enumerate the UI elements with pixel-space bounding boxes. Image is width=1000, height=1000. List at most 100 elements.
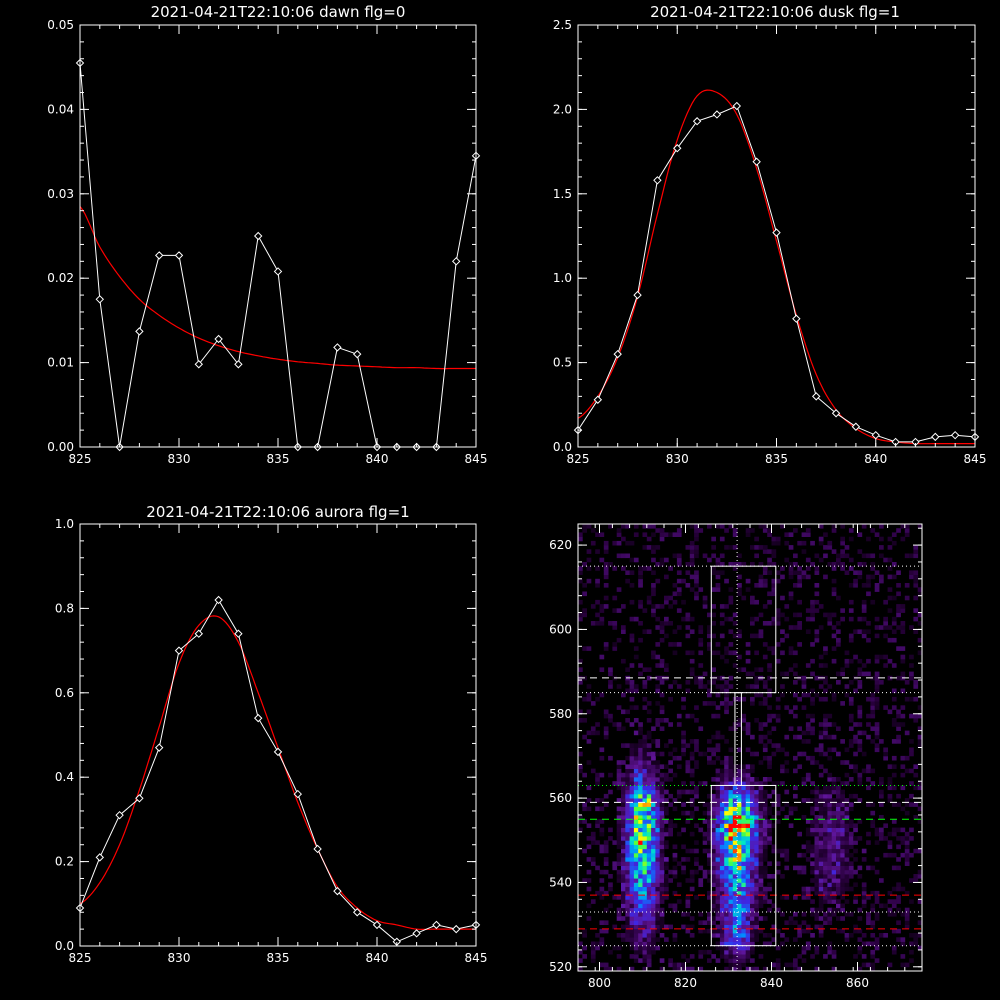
heatmap-cell — [805, 777, 811, 782]
heatmap-cell — [793, 768, 798, 774]
heatmap-cell — [655, 823, 661, 828]
heatmap-cell — [638, 903, 643, 909]
heatmap-cell — [784, 848, 790, 854]
heatmap-cell — [732, 962, 738, 968]
y-tick-label: 0.8 — [55, 601, 74, 615]
heatmap-cell — [629, 874, 635, 879]
heatmap-cell — [840, 667, 845, 672]
heatmap-cell — [793, 912, 798, 917]
heatmap-cell — [586, 524, 592, 529]
heatmap-cell — [586, 878, 592, 883]
heatmap-cell — [896, 937, 901, 942]
heatmap-cell — [582, 696, 587, 702]
heatmap-cell — [629, 848, 635, 854]
heatmap-cell — [788, 823, 794, 828]
heatmap-cell — [715, 928, 721, 934]
heatmap-cell — [668, 739, 673, 744]
heatmap-cell — [870, 819, 876, 824]
heatmap-cell — [745, 945, 751, 951]
heatmap-cell — [861, 562, 867, 567]
heatmap-cell — [741, 848, 747, 854]
heatmap-cell — [874, 688, 880, 694]
heatmap-cell — [676, 722, 682, 727]
heatmap-cell — [737, 907, 742, 913]
heatmap-cell — [775, 958, 781, 963]
plot-frame — [79, 523, 477, 947]
heatmap-cell — [711, 734, 716, 740]
heatmap-cell — [582, 806, 587, 812]
heatmap-cell — [629, 570, 635, 575]
heatmap-cell — [633, 937, 639, 942]
heatmap-cell — [724, 578, 729, 584]
heatmap-cell — [651, 920, 656, 925]
heatmap-cell — [896, 844, 901, 850]
heatmap-cell — [848, 819, 854, 824]
heatmap-cell — [724, 646, 729, 651]
heatmap-cell — [664, 777, 669, 782]
data-point — [154, 251, 164, 260]
heatmap-cell — [737, 768, 742, 774]
heatmap-cell — [668, 777, 673, 782]
heatmap-cell — [874, 941, 880, 947]
heatmap-cell — [762, 781, 768, 786]
x-tick-label: 860 — [846, 976, 869, 990]
heatmap-cell — [625, 933, 630, 938]
x-tick-label: 825 — [567, 452, 590, 466]
heatmap-cell — [879, 789, 884, 795]
heatmap-cell — [745, 937, 751, 942]
heatmap-cell — [707, 890, 712, 896]
heatmap-cell — [857, 629, 863, 634]
heatmap-cell — [737, 903, 742, 909]
heatmap-cell — [642, 524, 648, 529]
heatmap-cell — [827, 545, 833, 550]
heatmap-cell — [629, 810, 635, 816]
data-point — [174, 251, 184, 260]
heatmap-cell — [702, 802, 708, 807]
heatmap-cell — [896, 608, 901, 613]
heatmap-cell — [685, 768, 691, 774]
heatmap-cell — [831, 865, 837, 871]
heatmap-cell — [646, 836, 652, 841]
heatmap-cell — [762, 798, 768, 803]
heatmap-cell — [724, 836, 729, 841]
heatmap-cell — [831, 798, 837, 803]
heatmap-cell — [874, 899, 880, 904]
heatmap-cell — [874, 857, 880, 862]
heatmap-cell — [818, 861, 824, 866]
heatmap-cell — [625, 819, 630, 824]
heatmap-cell — [711, 865, 716, 871]
heatmap-cell — [694, 705, 699, 710]
heatmap-cell — [874, 945, 880, 951]
dawn-plot-title: 2021-04-21T22:10:06 dawn flg=0 — [151, 3, 406, 21]
heatmap-cell — [651, 785, 656, 791]
heatmap-cell — [608, 684, 613, 689]
heatmap-cell — [638, 785, 643, 791]
heatmap-cell — [831, 823, 837, 828]
heatmap-cell — [818, 789, 824, 795]
heatmap-cell — [638, 621, 643, 626]
heatmap-cell — [595, 777, 600, 782]
heatmap-cell — [879, 793, 884, 799]
heatmap-cell — [676, 553, 682, 559]
heatmap-cell — [758, 574, 764, 580]
heatmap-cell — [625, 823, 630, 828]
heatmap-cell — [621, 810, 626, 816]
heatmap-cell — [599, 557, 605, 563]
heatmap-cell — [870, 768, 876, 774]
heatmap-cell — [758, 857, 764, 862]
heatmap-cell — [715, 574, 721, 580]
heatmap-cell — [836, 869, 841, 875]
heatmap-cell — [719, 789, 725, 795]
heatmap-cell — [659, 789, 665, 795]
heatmap-cell — [913, 941, 919, 947]
heatmap-cell — [599, 798, 605, 803]
heatmap-cell — [874, 743, 880, 748]
heatmap-cell — [745, 886, 751, 892]
heatmap-cell — [814, 836, 820, 841]
heatmap-cell — [913, 549, 919, 554]
heatmap-cell — [595, 890, 600, 896]
heatmap-cell — [823, 675, 828, 681]
heatmap-cell — [595, 941, 600, 947]
heatmap-cell — [883, 599, 888, 605]
